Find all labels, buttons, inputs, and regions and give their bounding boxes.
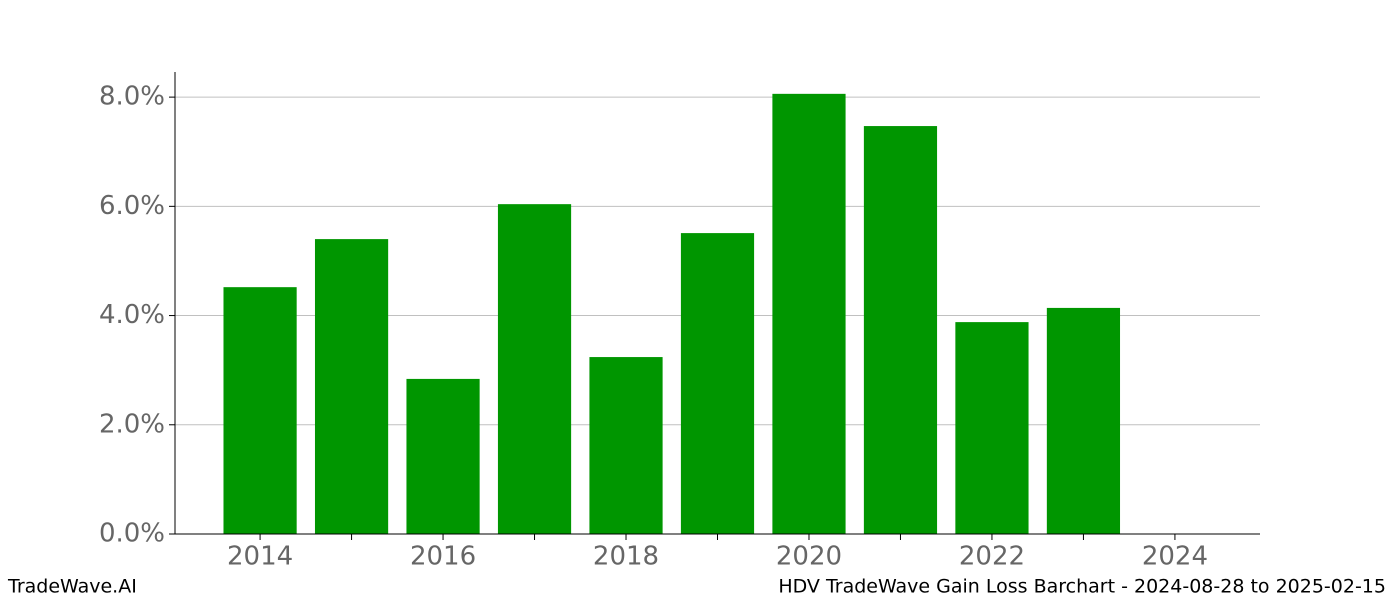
bar — [772, 93, 846, 535]
bar — [863, 126, 938, 534]
y-tick-label: 4.0% — [99, 300, 165, 330]
bar — [497, 204, 572, 535]
x-tick-label: 2014 — [227, 542, 293, 572]
bar — [589, 357, 663, 534]
bar — [314, 239, 389, 534]
y-tick-label: 0.0% — [99, 519, 165, 549]
x-tick-label: 2022 — [959, 542, 1025, 572]
chart-title: HDV TradeWave Gain Loss Barchart - 2024-… — [778, 576, 1386, 598]
y-tick-label: 8.0% — [99, 82, 165, 112]
x-tick-label: 2024 — [1142, 542, 1208, 572]
bar — [406, 378, 480, 534]
bar — [955, 322, 1029, 534]
source-label: TradeWave.AI — [7, 576, 137, 598]
bar — [1046, 307, 1121, 534]
y-tick-label: 2.0% — [99, 409, 165, 439]
x-tick-label: 2020 — [776, 542, 842, 572]
x-tick-label: 2016 — [410, 542, 476, 572]
bar — [680, 233, 755, 534]
x-tick-label: 2018 — [593, 542, 659, 572]
bar — [223, 287, 297, 534]
y-tick-label: 6.0% — [99, 191, 165, 221]
